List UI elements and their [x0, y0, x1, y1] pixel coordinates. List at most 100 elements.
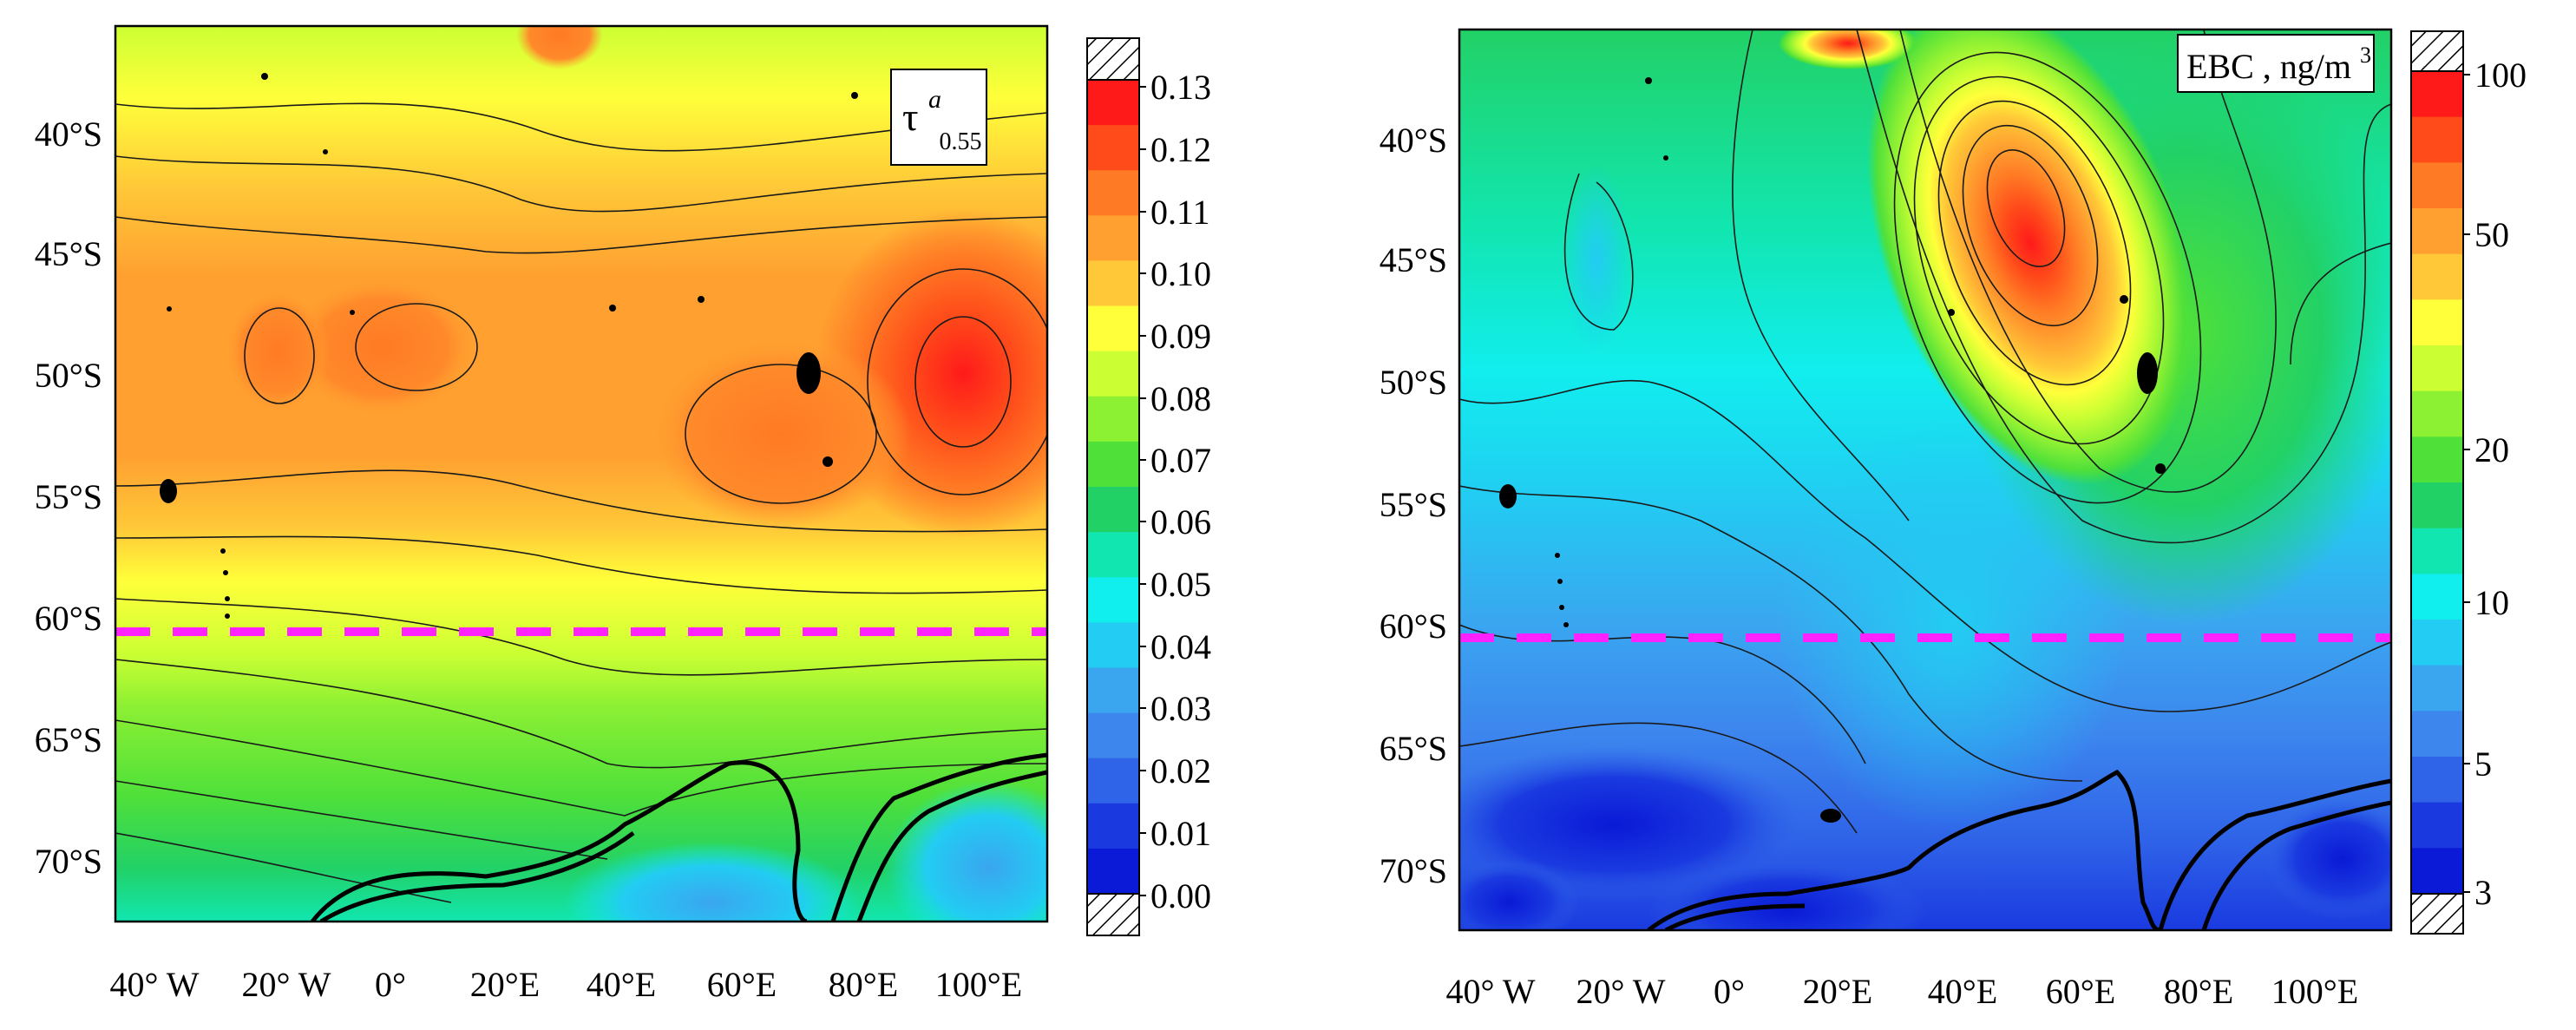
- left-colorbar-swatch: [1087, 260, 1139, 307]
- right-colorbar-swatch: [2411, 757, 2463, 804]
- left-colorbar-swatch: [1087, 532, 1139, 578]
- left-colorbar-swatch: [1087, 622, 1139, 669]
- left-colorbar-swatch: [1087, 803, 1139, 850]
- left-lat-label: 50°S: [35, 356, 102, 395]
- right-colorbar-tick-label: 20: [2474, 430, 2509, 469]
- right-colorbar-swatch: [2411, 848, 2463, 895]
- left-colorbar-frame: [1086, 79, 1140, 895]
- right-colorbar-frame: [2410, 70, 2464, 895]
- left-colorbar-swatch: [1087, 758, 1139, 804]
- right-colorbar-swatch: [2411, 345, 2463, 392]
- left-lon-label: 60°E: [707, 965, 777, 1004]
- right-colorbar-tick-label: 5: [2474, 745, 2492, 784]
- right-colorbar-swatch: [2411, 71, 2463, 118]
- right-colorbar-swatch: [2411, 162, 2463, 209]
- right-lat-label: 55°S: [1380, 485, 1447, 524]
- left-tau-superscript: a: [928, 85, 941, 114]
- left-colorbar-swatch: [1087, 80, 1139, 126]
- left-lat-label: 55°S: [35, 477, 102, 516]
- left-colorbar-tick-label: 0.03: [1150, 689, 1211, 728]
- left-lon-label: 20°E: [470, 965, 540, 1004]
- left-lat-label: 40°S: [35, 115, 102, 154]
- svg-text:EBC , ng/m 3: EBC , ng/m 3: [2186, 43, 2371, 86]
- right-lon-label: 40° W: [1445, 972, 1535, 1011]
- right-colorbar-swatch: [2411, 711, 2463, 758]
- right-contour-lines: [1459, 30, 2391, 834]
- right-colorbar-swatch: [2411, 299, 2463, 346]
- right-lat-label: 50°S: [1380, 363, 1447, 402]
- right-colorbar-overflow-top: [2410, 30, 2464, 72]
- right-colorbar-swatch: [2411, 208, 2463, 255]
- left-colorbar-swatch: [1087, 170, 1139, 216]
- left-colorbar-tick-label: 0.12: [1150, 130, 1211, 169]
- left-colorbar-tick-label: 0.07: [1150, 441, 1211, 480]
- left-coastline: [311, 752, 1047, 922]
- left-colorbar-tick-label: 0.04: [1150, 627, 1211, 666]
- left-contour-lines: [115, 102, 1047, 903]
- left-colorbar-swatch: [1087, 848, 1139, 895]
- left-islands: [160, 73, 858, 619]
- right-coastline: [1647, 769, 2391, 930]
- left-lon-label: 80°E: [829, 965, 898, 1004]
- right-colorbar-tick-label: 3: [2474, 873, 2492, 912]
- svg-text:τ a 0.55: τ a 0.55: [902, 72, 982, 155]
- right-latitude-labels: 40°S 45°S 50°S 55°S 60°S 65°S 70°S: [1380, 121, 1447, 890]
- left-colorbar-tick-label: 0.11: [1150, 193, 1210, 232]
- right-lon-label: 20°E: [1803, 972, 1872, 1011]
- right-colorbar-swatch: [2411, 802, 2463, 849]
- left-lat-label: 65°S: [35, 720, 102, 759]
- left-colorbar-overflow-bottom: [1086, 893, 1140, 936]
- left-longitude-labels: 40° W 20° W 0° 20°E 40°E 60°E 80°E 100°E: [109, 965, 1022, 1004]
- left-colorbar-overflow-top: [1086, 37, 1140, 81]
- left-variable-label-box: τ a 0.55: [890, 69, 987, 166]
- left-colorbar-swatch: [1087, 712, 1139, 759]
- right-colorbar-swatch: [2411, 253, 2463, 300]
- left-colorbar: 0.13 0.12 0.11 0.10 0.09 0.08 0.07 0.06 0.05 0.04…: [1086, 37, 1211, 936]
- left-colorbar-tick-label: 0.00: [1150, 876, 1211, 915]
- left-colorbar-swatch: [1087, 577, 1139, 623]
- right-variable-label-box: EBC , ng/m 3: [2177, 34, 2375, 93]
- right-lon-label: 60°E: [2046, 972, 2115, 1011]
- left-colorbar-tick-label: 0.06: [1150, 502, 1211, 541]
- right-lon-label: 20° W: [1576, 972, 1665, 1011]
- right-lon-label: 0°: [1714, 972, 1745, 1011]
- right-longitude-labels: 40° W 20° W 0° 20°E 40°E 60°E 80°E 100°E: [1445, 972, 2358, 1011]
- right-colorbar-swatch: [2411, 528, 2463, 574]
- left-colorbar-tick-label: 0.13: [1150, 68, 1211, 107]
- right-lat-label: 60°S: [1380, 607, 1447, 646]
- left-colorbar-swatch: [1087, 487, 1139, 533]
- left-colorbar-swatch: [1087, 305, 1139, 352]
- left-lon-label: 40°E: [587, 965, 656, 1004]
- right-colorbar-swatch: [2411, 116, 2463, 163]
- right-lon-label: 100°E: [2271, 972, 2358, 1011]
- right-lat-label: 45°S: [1380, 240, 1447, 279]
- left-colorbar-tick-label: 0.09: [1150, 317, 1211, 356]
- left-colorbar-swatch: [1087, 667, 1139, 714]
- right-ebc-superscript: 3: [2360, 43, 2371, 68]
- left-colorbar-tick-label: 0.10: [1150, 254, 1211, 293]
- left-latitude-labels: 40°S 45°S 50°S 55°S 60°S 65°S 70°S: [35, 115, 102, 881]
- left-lon-label: 0°: [375, 965, 406, 1004]
- right-colorbar-swatch: [2411, 574, 2463, 620]
- left-lon-label: 40° W: [109, 965, 199, 1004]
- right-map-frame: [1458, 28, 2393, 932]
- right-lat-label: 40°S: [1380, 121, 1447, 160]
- left-colorbar-tick-label: 0.02: [1150, 751, 1211, 791]
- right-colorbar-tick-label: 100: [2474, 56, 2527, 95]
- right-lon-label: 80°E: [2164, 972, 2233, 1011]
- right-ebc-label: EBC , ng/m: [2186, 47, 2351, 86]
- left-lon-label: 100°E: [935, 965, 1022, 1004]
- left-colorbar-swatch: [1087, 351, 1139, 397]
- left-tau-subscript: 0.55: [940, 128, 982, 155]
- right-colorbar-swatch: [2411, 620, 2463, 666]
- right-colorbar-tick-label: 10: [2474, 583, 2509, 622]
- right-colorbar-tick-label: 50: [2474, 215, 2509, 254]
- right-lon-label: 40°E: [1928, 972, 1997, 1011]
- left-map-panel: τ a 0.55 40°S 45°S 50°S 55°S 60°S 65°S 70°S 40…: [35, 24, 1211, 1004]
- left-lon-label: 20° W: [241, 965, 331, 1004]
- left-colorbar-tick-label: 0.01: [1150, 814, 1211, 853]
- right-lat-label: 65°S: [1380, 729, 1447, 768]
- left-map-field: [115, 26, 1047, 922]
- right-colorbar: 100 50 20 10 5 3: [2410, 30, 2527, 935]
